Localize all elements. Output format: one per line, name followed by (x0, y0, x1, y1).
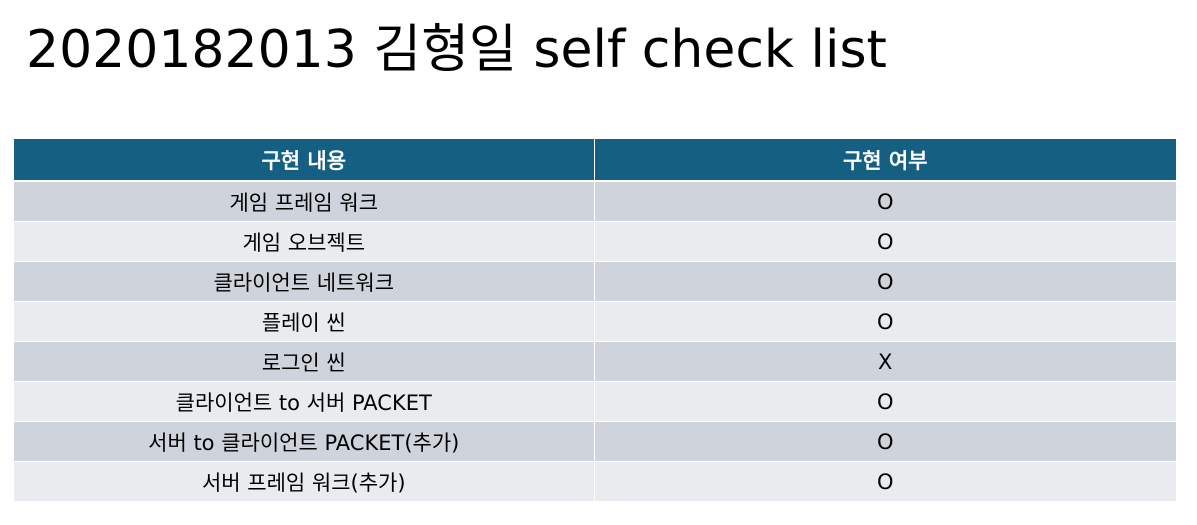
table-row: 서버 to 클라이언트 PACKET(추가) O (14, 421, 1176, 462)
item-cell: 클라이언트 to 서버 PACKET (14, 381, 594, 422)
table-row: 클라이언트 네트워크 O (14, 261, 1176, 302)
item-cell: 서버 to 클라이언트 PACKET(추가) (14, 421, 594, 462)
status-cell: X (593, 341, 1176, 382)
status-cell: O (593, 421, 1176, 462)
status-cell: O (593, 221, 1176, 262)
item-cell: 플레이 씬 (14, 301, 594, 342)
table-row: 플레이 씬 O (14, 301, 1176, 342)
item-cell: 게임 오브젝트 (14, 221, 594, 262)
table-row: 클라이언트 to 서버 PACKET O (14, 381, 1176, 422)
self-check-table: 구현 내용 구현 여부 게임 프레임 워크 O 게임 오브젝트 O 클라이언트 … (14, 139, 1176, 501)
item-cell: 로그인 씬 (14, 341, 594, 382)
status-cell: O (593, 261, 1176, 302)
page-title: 2020182013 김형일 self check list (26, 20, 887, 80)
item-cell: 게임 프레임 워크 (14, 180, 594, 222)
status-cell: O (593, 180, 1176, 222)
table-row: 서버 프레임 워크(추가) O (14, 461, 1176, 501)
status-cell: O (593, 461, 1176, 501)
column-header-implementation-status: 구현 여부 (593, 139, 1176, 182)
item-cell: 서버 프레임 워크(추가) (14, 461, 594, 501)
status-cell: O (593, 301, 1176, 342)
table-row: 게임 오브젝트 O (14, 221, 1176, 262)
column-header-implementation-content: 구현 내용 (14, 139, 594, 182)
item-cell: 클라이언트 네트워크 (14, 261, 594, 302)
table-row: 게임 프레임 워크 O (14, 180, 1176, 222)
status-cell: O (593, 381, 1176, 422)
table-header-row: 구현 내용 구현 여부 (14, 139, 1176, 182)
table-row: 로그인 씬 X (14, 341, 1176, 382)
